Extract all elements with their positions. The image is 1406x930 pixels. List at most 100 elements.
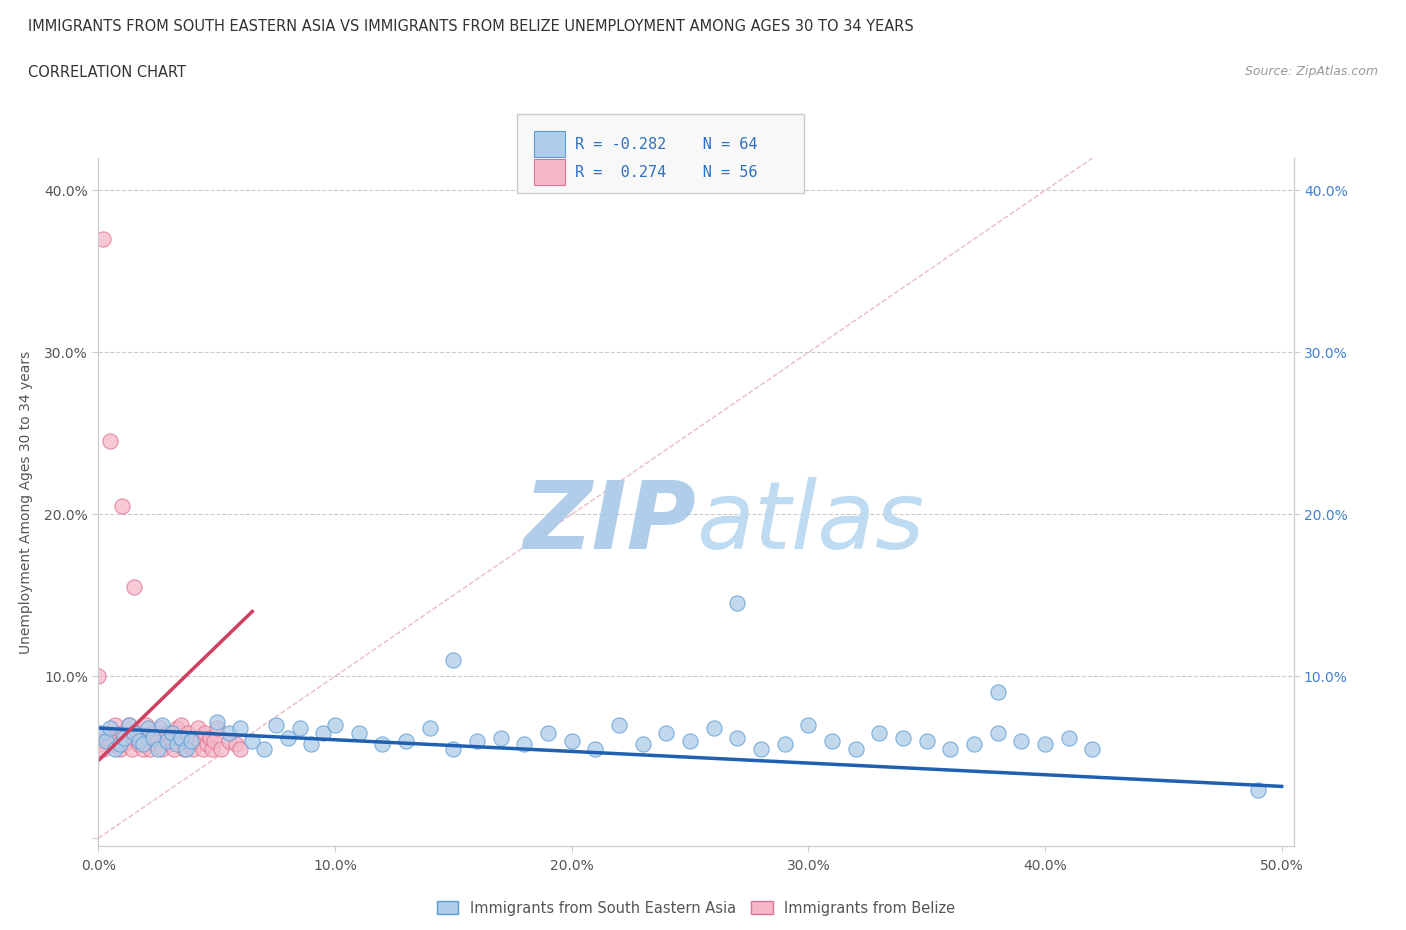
Point: [149, 721, 172, 736]
Text: IMMIGRANTS FROM SOUTH EASTERN ASIA VS IMMIGRANTS FROM BELIZE UNEMPLOYMENT AMONG : IMMIGRANTS FROM SOUTH EASTERN ASIA VS IM…: [28, 19, 914, 33]
Point: [773, 737, 796, 751]
Point: [188, 734, 211, 749]
Point: [561, 734, 583, 749]
Point: [101, 737, 124, 751]
Point: [184, 730, 207, 745]
Point: [87, 734, 110, 749]
Point: [395, 734, 418, 749]
Point: [150, 742, 173, 757]
Point: [915, 734, 938, 749]
Point: [98, 734, 121, 749]
Point: [104, 742, 127, 757]
Text: atlas: atlas: [696, 477, 924, 568]
Point: [607, 717, 630, 732]
Point: [180, 734, 202, 749]
Point: [98, 721, 121, 736]
Point: [94, 734, 117, 749]
Point: [146, 734, 169, 749]
Point: [489, 730, 512, 745]
Point: [371, 737, 394, 751]
Point: [1247, 782, 1270, 797]
Text: R = -0.282    N = 64: R = -0.282 N = 64: [575, 137, 758, 152]
Point: [195, 737, 218, 751]
Point: [797, 717, 820, 732]
Point: [187, 721, 209, 736]
Point: [537, 725, 560, 740]
Text: ZIP: ZIP: [523, 477, 696, 569]
Point: [170, 717, 193, 732]
Point: [94, 730, 117, 745]
Text: R =  0.274    N = 56: R = 0.274 N = 56: [575, 165, 758, 179]
Point: [105, 730, 128, 745]
Point: [135, 717, 157, 732]
Point: [205, 721, 228, 736]
Point: [821, 734, 844, 749]
Point: [166, 721, 188, 736]
Point: [104, 717, 127, 732]
Point: [229, 742, 252, 757]
Point: [194, 725, 217, 740]
Point: [156, 725, 179, 740]
Point: [465, 734, 488, 749]
Point: [108, 742, 131, 757]
Point: [87, 669, 110, 684]
Point: [90, 737, 112, 751]
Point: [122, 579, 145, 594]
Point: [181, 742, 204, 757]
Point: [191, 742, 214, 757]
Point: [211, 742, 233, 757]
Point: [264, 717, 287, 732]
Point: [218, 734, 240, 749]
Point: [891, 730, 914, 745]
Point: [121, 742, 143, 757]
Point: [225, 737, 247, 751]
Point: [150, 717, 173, 732]
Point: [288, 721, 311, 736]
Point: [1081, 742, 1104, 757]
Point: [118, 717, 141, 732]
Point: [198, 730, 221, 745]
Point: [987, 725, 1010, 740]
Point: [631, 737, 654, 751]
Point: [202, 734, 225, 749]
Point: [963, 737, 986, 751]
Point: [749, 742, 772, 757]
Point: [205, 714, 228, 729]
Point: [441, 653, 464, 668]
Point: [91, 742, 114, 757]
Point: [939, 742, 962, 757]
Point: [128, 737, 150, 751]
Point: [347, 725, 370, 740]
Point: [97, 725, 120, 740]
Point: [299, 737, 322, 751]
Point: [125, 725, 148, 740]
Point: [513, 737, 536, 751]
Point: [167, 730, 190, 745]
Point: [114, 730, 136, 745]
Point: [312, 725, 335, 740]
Point: [157, 737, 180, 751]
Point: [868, 725, 890, 740]
Legend: Immigrants from South Eastern Asia, Immigrants from Belize: Immigrants from South Eastern Asia, Immi…: [430, 895, 962, 922]
Point: [1010, 734, 1032, 749]
Point: [114, 737, 136, 751]
Point: [136, 721, 159, 736]
Point: [118, 717, 141, 732]
Point: [160, 734, 183, 749]
Point: [143, 737, 166, 751]
Point: [108, 737, 131, 751]
Point: [725, 730, 748, 745]
Point: [160, 725, 183, 740]
Point: [163, 742, 186, 757]
Point: [679, 734, 702, 749]
Point: [725, 596, 748, 611]
Point: [174, 742, 197, 757]
Point: [139, 742, 162, 757]
Point: [583, 742, 606, 757]
Point: [136, 730, 159, 745]
Point: [201, 742, 224, 757]
Point: [170, 730, 193, 745]
Point: [419, 721, 441, 736]
Point: [218, 725, 240, 740]
Point: [177, 725, 200, 740]
